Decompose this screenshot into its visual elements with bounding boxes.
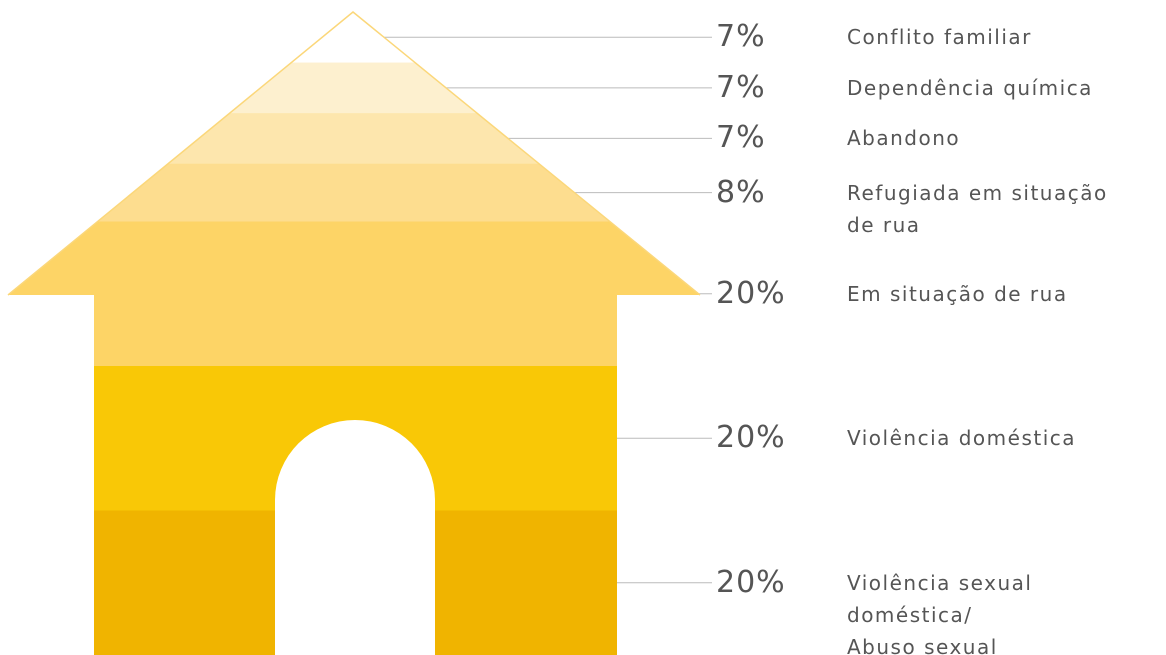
value-label: 7% — [716, 120, 766, 156]
value-label: 20% — [716, 275, 786, 311]
value-label: 20% — [716, 420, 786, 456]
category-label: Violência sexual doméstica/ Abuso sexual — [847, 570, 1033, 655]
band — [8, 221, 700, 367]
value-label: 7% — [716, 69, 766, 105]
category-label: Refugiada em situação de rua — [847, 180, 1108, 237]
value-label: 20% — [716, 564, 786, 600]
category-label: Conflito familiar — [847, 25, 1032, 50]
category-label: Violência doméstica — [847, 426, 1077, 451]
category-label: Em situação de rua — [847, 281, 1068, 306]
value-label: 8% — [716, 174, 766, 210]
roof-outline — [7, 11, 701, 296]
category-label: Abandono — [847, 126, 961, 151]
value-label: 7% — [716, 19, 766, 55]
door — [275, 420, 435, 655]
category-label: Dependência química — [847, 75, 1093, 100]
